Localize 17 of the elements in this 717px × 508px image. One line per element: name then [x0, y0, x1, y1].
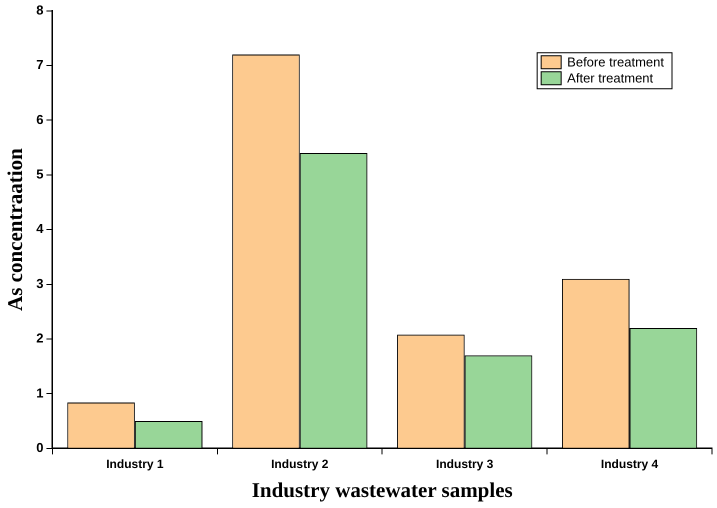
y-tick-label: 8: [36, 2, 44, 18]
y-tick-label: 1: [36, 385, 44, 400]
y-tick-label: 3: [36, 276, 44, 291]
x-axis-title: Industry wastewater samples: [252, 478, 513, 502]
legend-label: After treatment: [567, 70, 654, 86]
x-tick-label: Industry 1: [106, 456, 164, 471]
y-tick-label: 4: [36, 221, 44, 236]
y-tick-label: 5: [36, 166, 44, 182]
y-tick-label: 0: [36, 440, 44, 455]
y-axis-title: As concentraation: [3, 148, 28, 311]
y-tick-label: 2: [36, 330, 44, 346]
x-tick-label: Industry 2: [271, 456, 329, 471]
y-tick-label: 7: [36, 57, 44, 72]
legend-label: Before treatment: [567, 54, 664, 70]
x-tick-label: Industry 4: [600, 456, 659, 471]
y-tick-label: 6: [36, 112, 44, 127]
x-tick-label: Industry 3: [436, 456, 494, 471]
